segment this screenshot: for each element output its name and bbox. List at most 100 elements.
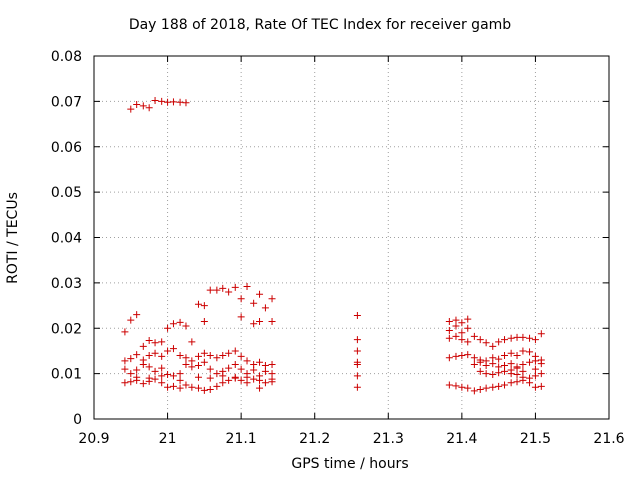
x-tick-label: 21.2 [299, 431, 330, 447]
data-point [237, 313, 245, 321]
data-point [476, 367, 484, 375]
data-point [237, 352, 245, 360]
data-point [158, 372, 166, 380]
data-point [256, 317, 264, 325]
data-point [268, 317, 276, 325]
data-point [206, 374, 214, 382]
data-point [495, 369, 503, 377]
data-point [169, 382, 177, 390]
data-point [200, 302, 208, 310]
data-point [164, 371, 172, 379]
data-point [213, 354, 221, 362]
data-point [151, 367, 159, 375]
y-tick-label: 0.08 [51, 49, 82, 65]
data-point [501, 367, 509, 375]
data-point [145, 374, 153, 382]
data-point [219, 284, 227, 292]
data-point [145, 363, 153, 371]
data-point [127, 355, 135, 363]
data-point [151, 375, 159, 383]
data-point [513, 364, 521, 372]
data-point [458, 383, 466, 391]
y-tick-label: 0.07 [51, 94, 82, 110]
data-point [452, 316, 460, 324]
data-point [250, 299, 258, 307]
data-point [194, 384, 202, 392]
x-tick-label: 21.4 [446, 431, 477, 447]
data-point [121, 365, 129, 373]
data-point [139, 361, 147, 369]
data-point [507, 349, 515, 357]
data-point [470, 332, 478, 340]
data-point [243, 373, 251, 381]
data-point [470, 361, 478, 369]
data-point [133, 373, 141, 381]
data-point [127, 316, 135, 324]
data-point [127, 370, 135, 378]
data-point [169, 345, 177, 353]
x-tick-label: 21.5 [520, 431, 551, 447]
data-point [169, 320, 177, 328]
data-point [225, 364, 233, 372]
data-point [206, 365, 214, 373]
data-points [121, 96, 545, 395]
data-point [495, 338, 503, 346]
data-point [531, 365, 539, 373]
data-point [353, 312, 361, 320]
data-point [243, 283, 251, 291]
data-point [464, 384, 472, 392]
data-point [268, 361, 276, 369]
data-point [200, 358, 208, 366]
data-point [194, 361, 202, 369]
data-point [482, 339, 490, 347]
grid-lines [94, 56, 609, 419]
data-point [164, 324, 172, 332]
data-point [188, 383, 196, 391]
data-point [176, 370, 184, 378]
x-tick-label: 20.9 [78, 431, 109, 447]
data-point [501, 361, 509, 369]
data-point [489, 342, 497, 350]
data-point [176, 318, 184, 326]
data-point [133, 101, 141, 109]
x-tick-label: 21.6 [593, 431, 624, 447]
data-point [231, 361, 239, 369]
data-point [482, 384, 490, 392]
data-point [261, 361, 269, 369]
data-point [188, 338, 196, 346]
data-point [213, 370, 221, 378]
data-point [519, 376, 527, 384]
data-point [139, 380, 147, 388]
data-point [537, 370, 545, 378]
y-tick-label: 0.03 [51, 276, 82, 292]
data-point [158, 352, 166, 360]
data-point [213, 286, 221, 294]
data-point [256, 290, 264, 298]
data-point [519, 333, 527, 341]
data-point [268, 375, 276, 383]
data-point [495, 382, 503, 390]
data-point [231, 347, 239, 355]
data-point [445, 354, 453, 362]
data-point [464, 324, 472, 332]
data-point [526, 348, 534, 356]
data-point [458, 336, 466, 344]
data-point [250, 375, 258, 383]
data-point [158, 338, 166, 346]
data-point [531, 336, 539, 344]
data-point [231, 373, 239, 381]
data-point [353, 361, 361, 369]
data-point [537, 330, 545, 338]
data-point [225, 349, 233, 357]
data-point [445, 317, 453, 325]
data-point [476, 386, 484, 394]
y-tick-label: 0.06 [51, 140, 82, 156]
data-point [526, 334, 534, 342]
data-point [213, 382, 221, 390]
data-point [256, 358, 264, 366]
y-tick-label: 0.01 [51, 367, 82, 383]
data-point [176, 384, 184, 392]
data-point [526, 379, 534, 387]
data-point [139, 342, 147, 350]
